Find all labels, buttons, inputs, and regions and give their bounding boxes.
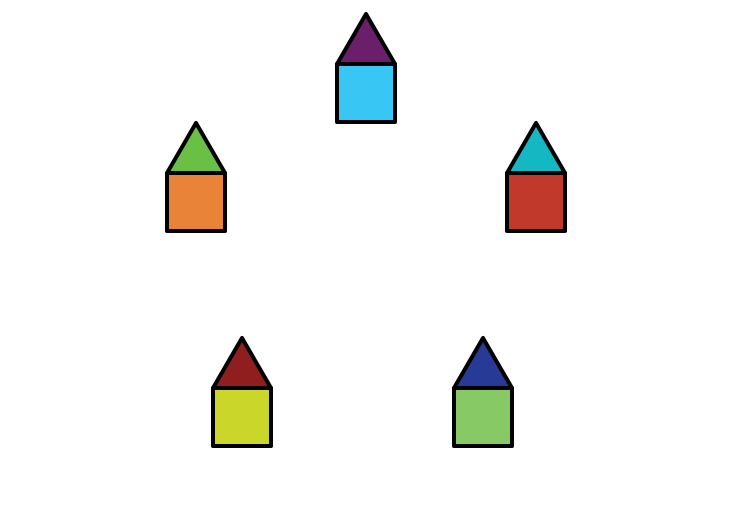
house-upper-left-body xyxy=(165,171,227,233)
house-top-roof xyxy=(335,12,397,66)
house-top-body xyxy=(335,62,397,124)
house-upper-right xyxy=(505,121,567,233)
house-upper-right-roof xyxy=(505,121,567,175)
house-lower-left-body xyxy=(211,386,273,448)
house-upper-right-body xyxy=(505,171,567,233)
house-lower-right-roof xyxy=(452,336,514,390)
house-lower-right xyxy=(452,336,514,448)
house-lower-left-roof xyxy=(211,336,273,390)
house-top xyxy=(335,12,397,124)
house-upper-left xyxy=(165,121,227,233)
house-lower-right-body xyxy=(452,386,514,448)
house-upper-left-roof xyxy=(165,121,227,175)
house-lower-left xyxy=(211,336,273,448)
